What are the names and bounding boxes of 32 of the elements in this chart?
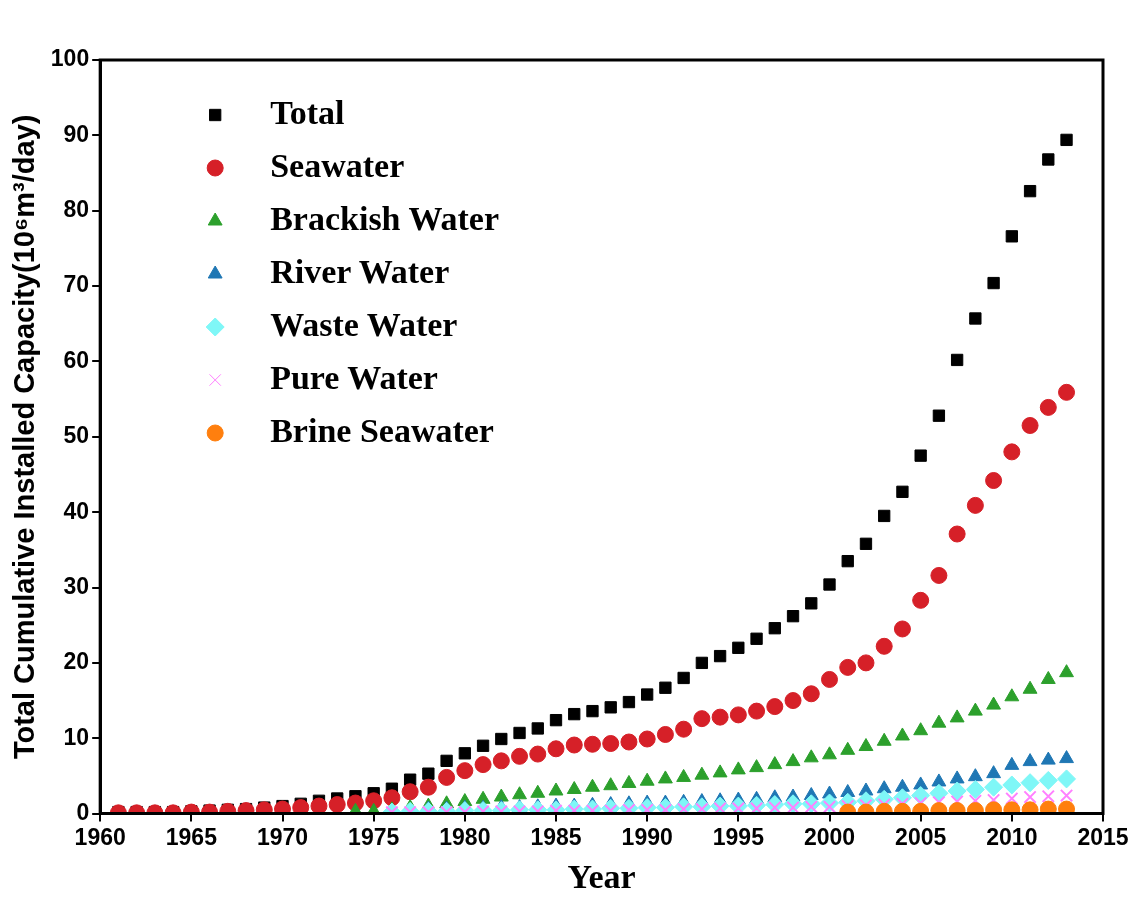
x-tick-label: 2005 — [895, 823, 947, 850]
legend-label: Brackish Water — [270, 199, 500, 237]
y-tick-label: 0 — [76, 798, 90, 825]
y-tick-label: 50 — [63, 422, 90, 449]
x-tick-label: 2015 — [1077, 823, 1129, 850]
legend-label: Pure Water — [270, 358, 438, 396]
y-tick-label: 60 — [63, 346, 90, 373]
x-tick-label: 2000 — [803, 823, 856, 850]
x-tick-label: 1965 — [165, 823, 218, 850]
y-tick-label: 20 — [63, 648, 90, 675]
legend-label: Seawater — [270, 146, 405, 184]
x-axis-title: Year — [567, 858, 636, 896]
legend-label: Waste Water — [270, 305, 458, 343]
y-tick-label: 70 — [63, 271, 90, 298]
x-tick-label: 1990 — [621, 823, 673, 850]
x-tick-label: 1970 — [256, 823, 309, 850]
y-tick-label: 90 — [63, 120, 90, 147]
legend-label: Total — [270, 93, 345, 131]
y-tick-label: 80 — [63, 196, 90, 223]
legend-label: River Water — [270, 252, 450, 290]
x-tick-label: 1960 — [74, 823, 126, 850]
legend-label: Brine Seawater — [270, 411, 494, 449]
y-tick-label: 10 — [63, 723, 90, 750]
y-axis-title: Total Cumulative Installed Capacity(10⁶m³/day) — [8, 114, 41, 760]
y-tick-label: 100 — [50, 45, 90, 72]
y-tick-label: 40 — [63, 497, 90, 524]
x-tick-label: 2010 — [986, 823, 1038, 850]
x-tick-label: 1985 — [530, 823, 582, 850]
x-tick-label: 1995 — [712, 823, 765, 850]
x-tick-label: 1975 — [348, 823, 400, 850]
y-tick-label: 30 — [63, 572, 90, 599]
x-tick-label: 1980 — [439, 823, 491, 850]
